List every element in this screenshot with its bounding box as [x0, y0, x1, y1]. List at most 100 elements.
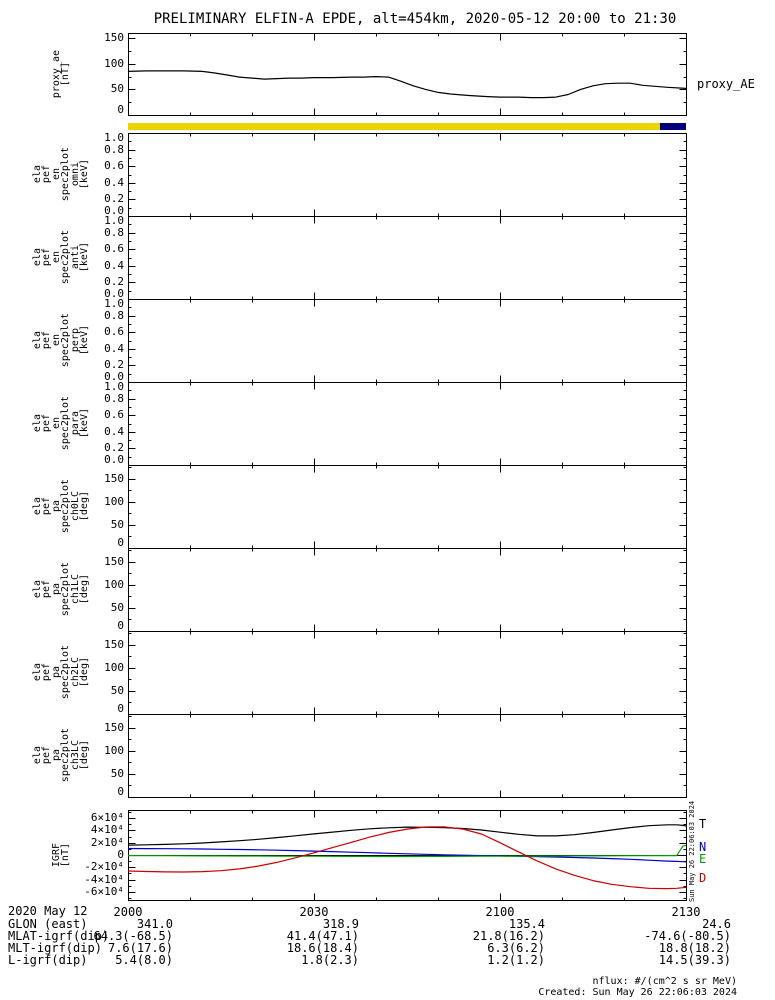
ytick-label-ch2lc: 50: [110, 683, 124, 697]
panel-frame: [128, 216, 687, 300]
panel-ch0lc: [128, 465, 687, 549]
x-tick-label: 2130: [671, 905, 701, 919]
legend-T: T: [699, 817, 707, 831]
ylabel-ch1lc: ela pef pa spec2plot ch1LC [deg]: [30, 548, 92, 631]
ytick-label-igrf: -6×10⁴: [84, 884, 124, 898]
ytick-label-anti: 0.4: [104, 258, 124, 272]
created-timestamp: Created: Sun May 26 22:06:03 2024: [538, 987, 737, 998]
ytick-label-ch1lc: 0: [117, 619, 124, 632]
panel-para: [128, 382, 687, 466]
ytick-label-omni: 0.8: [104, 142, 124, 156]
legend-D: D: [699, 871, 707, 885]
row-value: 1.8(2.3): [301, 953, 359, 967]
row-value: 24.6: [702, 917, 731, 931]
bar-segment-0: [128, 123, 660, 130]
ytick-label-para: 0.4: [104, 424, 124, 438]
ylabel-text: [deg]: [79, 491, 90, 522]
ytick-label-perp: 0.2: [104, 358, 124, 372]
date-label: 2020 May 12: [8, 904, 88, 918]
ylabel-text: [keV]: [79, 242, 90, 273]
ytick-label-anti: 0.0: [104, 287, 124, 300]
x-tick-label: 2100: [485, 905, 515, 919]
row-label: MLT-igrf(dip): [8, 941, 102, 955]
panel-omni: [128, 133, 687, 217]
panel-frame: [128, 631, 687, 715]
ylabel-text: [keV]: [79, 408, 90, 439]
row-value: 318.9: [322, 917, 359, 931]
panel-ch2lc: [128, 631, 687, 715]
ylabel-proxy: proxy_ae [nT]: [30, 33, 92, 115]
ytick-label-anti: 0.8: [104, 225, 124, 239]
series-N: [128, 847, 687, 863]
row-value: 1.2(1.2): [487, 953, 545, 967]
panel-perp: [128, 299, 687, 383]
ylabel-para: ela pef en spec2plot para [keV]: [30, 382, 92, 465]
row-value: 6.3(6.2): [487, 941, 545, 955]
ytick-label-perp: 1.0: [104, 297, 124, 310]
panel-frame: [128, 299, 687, 383]
ytick-label-proxy: 0: [117, 103, 124, 116]
ytick-label-para: 0.6: [104, 408, 124, 422]
ytick-label-igrf: 0: [117, 848, 124, 861]
ytick-label-ch3lc: 100: [104, 743, 124, 757]
panel-frame: [128, 465, 687, 549]
ytick-label-ch3lc: 0: [117, 785, 124, 798]
ylabel-text: [keV]: [79, 159, 90, 190]
ytick-label-igrf: 2×10⁴: [90, 835, 124, 849]
x-tick-label: 2030: [299, 905, 329, 919]
series-proxy_AE: [128, 70, 687, 99]
row-label: MLAT-igrf(dip): [8, 929, 110, 943]
row-value: 41.4(47.1): [286, 929, 359, 943]
plot-title: PRELIMINARY ELFIN-A EPDE, alt=454km, 202…: [153, 11, 677, 27]
ytick-label-perp: 0.4: [104, 341, 124, 355]
row-value: 18.8(18.2): [658, 941, 731, 955]
ylabel-anti: ela pef en spec2plot anti [keV]: [30, 216, 92, 299]
ytick-label-perp: 0.6: [104, 325, 124, 339]
ytick-label-ch1lc: 100: [104, 577, 124, 591]
panel-frame: [128, 33, 687, 116]
ylabel-ch0lc: ela pef pa spec2plot ch0LC [deg]: [30, 465, 92, 548]
ytick-label-proxy: 100: [104, 56, 124, 70]
ylabel-text: [deg]: [79, 657, 90, 688]
row-label: L-igrf(dip): [8, 953, 88, 967]
series-D: [128, 826, 687, 890]
ytick-label-perp: 0.0: [104, 370, 124, 383]
ylabel-ch2lc: ela pef pa spec2plot ch2LC [deg]: [30, 631, 92, 714]
ytick-label-omni: 0.2: [104, 192, 124, 206]
panel-proxy: [128, 33, 687, 116]
ytick-label-ch0lc: 50: [110, 517, 124, 531]
series-T: [128, 824, 687, 846]
ylabel-text: [keV]: [79, 325, 90, 356]
x-tick-label: 2000: [113, 905, 143, 919]
ytick-label-omni: 0.0: [104, 204, 124, 217]
row-value: 21.8(16.2): [472, 929, 545, 943]
ytick-label-anti: 0.6: [104, 242, 124, 256]
row-value: 14.5(39.3): [658, 953, 731, 967]
panel-frame: [128, 714, 687, 798]
ytick-label-ch3lc: 50: [110, 766, 124, 780]
ytick-label-omni: 0.6: [104, 159, 124, 173]
panel-frame: [128, 382, 687, 466]
row-value: 18.6(18.4): [286, 941, 359, 955]
ylabel-perp: ela pef en spec2plot perp [keV]: [30, 299, 92, 382]
row-value: 5.4(8.0): [115, 953, 173, 967]
ytick-label-igrf: 6×10⁴: [90, 811, 124, 824]
row-value: 135.4: [508, 917, 545, 931]
bar-segment-1: [659, 123, 686, 130]
ytick-label-ch2lc: 100: [104, 660, 124, 674]
row-value: 7.6(17.6): [107, 941, 173, 955]
ytick-label-anti: 0.2: [104, 275, 124, 289]
row-value: -74.6(-80.5): [644, 929, 731, 943]
ytick-label-para: 0.2: [104, 441, 124, 455]
nflux-units-note: nflux: #/(cm^2 s sr MeV): [592, 976, 738, 987]
series-E: [128, 844, 687, 858]
ytick-label-omni: 0.4: [104, 175, 124, 189]
ylabel-igrf: IGRF [nT]: [30, 810, 92, 900]
row-label: GLON (east): [8, 917, 88, 931]
ytick-label-para: 1.0: [104, 380, 124, 393]
availability-bar: [128, 123, 686, 130]
row-value: 64.3(-68.5): [93, 929, 173, 943]
ylabel-text: [deg]: [79, 574, 90, 605]
panel-igrf: [128, 810, 687, 901]
